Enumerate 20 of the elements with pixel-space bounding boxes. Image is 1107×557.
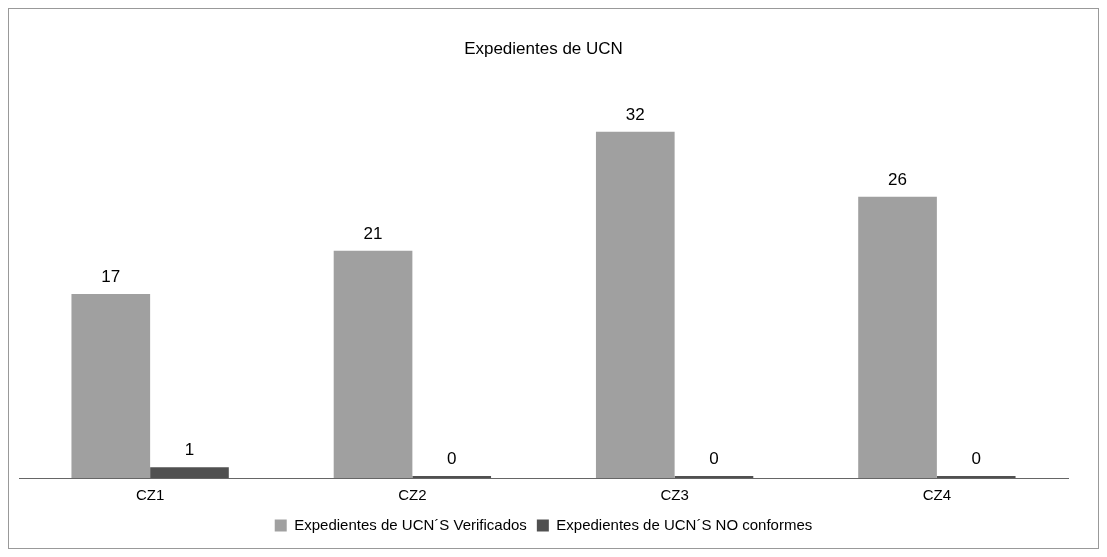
x-tick-label: CZ1 <box>135 486 165 504</box>
bar <box>858 196 937 478</box>
legend-label: Expedientes de UCN´S NO conformes <box>556 515 813 533</box>
data-label: 17 <box>101 267 121 287</box>
data-label: 0 <box>709 449 719 469</box>
data-label: 0 <box>446 449 457 469</box>
data-label: 26 <box>888 169 907 189</box>
bar <box>150 467 229 478</box>
bar <box>71 294 151 478</box>
bar <box>333 250 413 478</box>
chart-title: Expedientes de UCN <box>464 38 623 58</box>
data-label: 0 <box>971 449 981 469</box>
x-tick-label: CZ2 <box>398 486 427 504</box>
bar <box>595 131 675 478</box>
x-tick-label: CZ4 <box>922 486 952 504</box>
data-label: 21 <box>363 224 383 244</box>
data-label: 32 <box>625 105 645 125</box>
data-label: 1 <box>184 440 195 460</box>
x-tick-label: CZ3 <box>660 486 689 504</box>
legend-label: Expedientes de UCN´S Verificados <box>294 515 527 533</box>
